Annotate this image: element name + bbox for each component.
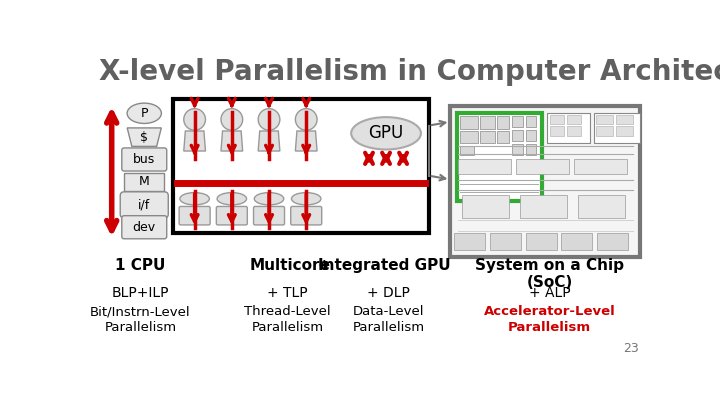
Text: + ALP: + ALP (528, 286, 570, 300)
Bar (596, 126, 613, 136)
Bar (547, 113, 590, 143)
Bar (596, 115, 613, 124)
Text: 1 CPU: 1 CPU (115, 258, 166, 273)
Text: Bit/Instrn-Level
Parallelism: Bit/Instrn-Level Parallelism (90, 305, 191, 334)
Bar (451, 107, 640, 256)
Polygon shape (184, 131, 205, 151)
Bar (526, 144, 536, 155)
Bar (513, 116, 523, 127)
Bar (526, 130, 536, 141)
Ellipse shape (258, 109, 280, 130)
Bar (597, 233, 628, 250)
Bar (456, 113, 542, 201)
Bar (526, 233, 557, 250)
Bar (490, 233, 521, 250)
Polygon shape (295, 131, 317, 151)
Bar (454, 233, 485, 250)
Text: BLP+ILP: BLP+ILP (112, 286, 169, 300)
Bar (575, 159, 627, 174)
Ellipse shape (292, 193, 321, 205)
Ellipse shape (217, 193, 246, 205)
Text: Thread-Level
Parallelism: Thread-Level Parallelism (244, 305, 331, 334)
Bar (458, 159, 510, 174)
FancyBboxPatch shape (253, 207, 284, 225)
FancyBboxPatch shape (122, 148, 167, 171)
Text: + DLP: + DLP (367, 286, 410, 300)
FancyBboxPatch shape (291, 207, 322, 225)
Ellipse shape (184, 109, 205, 130)
Text: GPU: GPU (369, 124, 404, 142)
Bar (578, 195, 625, 218)
Polygon shape (127, 128, 161, 146)
Polygon shape (258, 131, 280, 151)
Text: P: P (140, 107, 148, 120)
Bar (567, 115, 580, 124)
Bar (480, 116, 495, 129)
Bar (520, 195, 567, 218)
Polygon shape (221, 131, 243, 151)
Text: Integrated GPU: Integrated GPU (318, 258, 451, 273)
Text: bus: bus (133, 153, 156, 166)
Text: dev: dev (132, 221, 156, 234)
Bar (459, 131, 478, 143)
Bar (516, 159, 569, 174)
Text: 23: 23 (623, 342, 639, 355)
Bar (513, 144, 523, 155)
Text: X-level Parallelism in Computer Architecture: X-level Parallelism in Computer Architec… (99, 58, 720, 86)
FancyBboxPatch shape (120, 192, 168, 218)
Bar (526, 116, 536, 127)
Bar (594, 113, 640, 143)
Ellipse shape (295, 109, 317, 130)
Text: +: + (318, 258, 330, 273)
Text: System on a Chip
(SoC): System on a Chip (SoC) (475, 258, 624, 290)
Bar (459, 116, 478, 129)
Ellipse shape (180, 193, 210, 205)
FancyBboxPatch shape (216, 207, 248, 225)
Bar (124, 173, 164, 191)
Bar (497, 116, 509, 129)
Bar (616, 126, 634, 136)
FancyBboxPatch shape (122, 216, 167, 239)
Bar (497, 131, 509, 143)
FancyBboxPatch shape (179, 207, 210, 225)
Ellipse shape (254, 193, 284, 205)
Text: Accelerator-Level
Parallelism: Accelerator-Level Parallelism (484, 305, 616, 334)
Text: Data-Level
Parallelism: Data-Level Parallelism (352, 305, 424, 334)
Bar (459, 146, 474, 155)
Bar (462, 195, 508, 218)
Ellipse shape (351, 117, 421, 149)
Bar (513, 130, 523, 141)
Bar (549, 126, 564, 136)
Bar (567, 126, 580, 136)
Bar (480, 131, 495, 143)
Bar (549, 115, 564, 124)
Ellipse shape (127, 103, 161, 124)
Bar (561, 233, 593, 250)
Text: + TLP: + TLP (267, 286, 308, 300)
Text: $: $ (140, 131, 148, 144)
Text: M: M (139, 175, 150, 188)
Bar (616, 115, 634, 124)
Text: Multicore: Multicore (250, 258, 330, 273)
Bar (173, 99, 428, 233)
Ellipse shape (221, 109, 243, 130)
Text: i/f: i/f (138, 198, 150, 211)
